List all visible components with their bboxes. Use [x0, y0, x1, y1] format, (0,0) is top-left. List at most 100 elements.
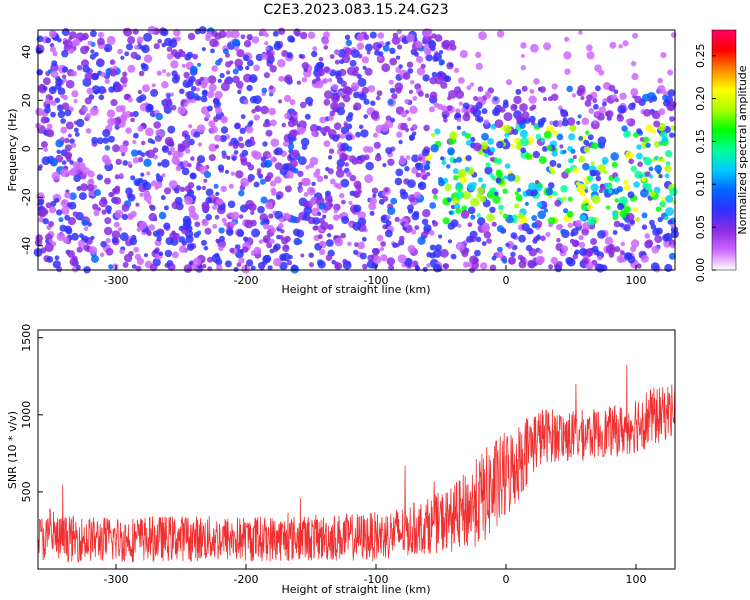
heatmap-cell [201, 90, 209, 97]
heatmap-cell [390, 197, 398, 205]
heatmap-cell [137, 157, 144, 163]
heatmap-cell [212, 204, 218, 210]
heatmap-cell [581, 257, 589, 265]
heatmap-cell [402, 72, 411, 80]
heatmap-cell [572, 155, 577, 159]
heatmap-cell [219, 235, 225, 242]
heatmap-cell [572, 167, 580, 174]
heatmap-cell [453, 175, 459, 181]
heatmap-cell [538, 156, 547, 164]
heatmap-cell [315, 76, 321, 82]
heatmap-cell [218, 30, 227, 39]
heatmap-cell [658, 108, 666, 116]
heatmap-cell [135, 202, 140, 207]
heatmap-cell [670, 243, 675, 249]
heatmap-cell [151, 180, 158, 187]
heatmap-cell [132, 157, 139, 164]
heatmap-cell [623, 224, 631, 232]
heatmap-cell [143, 190, 151, 198]
heatmap-cell [154, 185, 159, 190]
heatmap-cell [358, 124, 364, 130]
heatmap-cell [473, 96, 478, 101]
heatmap-cell [556, 265, 562, 271]
heatmap-cell [345, 134, 353, 141]
heatmap-cell [48, 221, 55, 227]
heatmap-cell [74, 132, 80, 137]
colorbar-tick-label: 0.05 [694, 215, 707, 240]
heatmap-cell [660, 196, 667, 202]
heatmap-cell [461, 205, 468, 212]
heatmap-cell [249, 120, 254, 125]
heatmap-cell [239, 127, 246, 134]
heatmap-cell [156, 236, 162, 242]
heatmap-cell [235, 170, 244, 179]
heatmap-cell [650, 224, 657, 230]
heatmap-cell [518, 260, 527, 269]
heatmap-cell [429, 91, 438, 99]
heatmap-cell [161, 173, 166, 178]
heatmap-cell [663, 99, 671, 107]
heatmap-cell [140, 62, 147, 69]
heatmap-cell [598, 69, 605, 76]
heatmap-cell [556, 133, 564, 141]
heatmap-cell [470, 136, 476, 142]
heatmap-cell [115, 158, 122, 166]
heatmap-cell [277, 58, 286, 68]
heatmap-cell [665, 207, 674, 216]
heatmap-cell [64, 191, 71, 199]
heatmap-cell [245, 65, 250, 71]
heatmap-cell [551, 93, 559, 102]
heatmap-cell [389, 47, 396, 54]
heatmap-cell [581, 117, 590, 126]
heatmap-cell [64, 225, 72, 234]
heatmap-cell [363, 98, 370, 105]
heatmap-cell [48, 205, 57, 214]
colorbar-tick-label: 0.00 [694, 258, 707, 283]
heatmap-cell [190, 85, 197, 92]
heatmap-cell [350, 82, 360, 91]
heatmap-cell [475, 236, 482, 243]
heatmap-cell [203, 245, 209, 251]
heatmap-cell [546, 145, 553, 151]
heatmap-cell [572, 253, 579, 260]
heatmap-cell [447, 147, 455, 156]
heatmap-cell [657, 216, 663, 223]
heatmap-cell [361, 236, 367, 242]
heatmap-cell [257, 205, 265, 214]
heatmap-cell [160, 195, 166, 201]
heatmap-cell [318, 217, 325, 224]
heatmap-cell [421, 148, 430, 157]
heatmap-cell [265, 129, 273, 137]
heatmap-cell [43, 147, 49, 152]
heatmap-cell [643, 136, 650, 143]
heatmap-cell [425, 160, 431, 166]
heatmap-cell [374, 154, 382, 162]
heatmap-cell [281, 237, 289, 245]
heatmap-cell [127, 193, 136, 202]
heatmap-cell [335, 70, 342, 77]
heatmap-cell [62, 94, 68, 101]
heatmap-cell [231, 156, 237, 161]
heatmap-cell [49, 158, 59, 167]
heatmap-cell [516, 187, 522, 193]
heatmap-cell [333, 203, 341, 211]
heatmap-cell [418, 182, 424, 188]
heatmap-cell [519, 129, 529, 138]
heatmap-cell [421, 218, 429, 225]
heatmap-cell [406, 61, 414, 68]
heatmap-cell [586, 51, 595, 60]
heatmap-cell [256, 168, 262, 174]
heatmap-cell [455, 182, 463, 189]
heatmap-cell [196, 185, 202, 191]
heatmap-cell [86, 87, 94, 95]
heatmap-cell [166, 72, 171, 77]
heatmap-cell [536, 201, 543, 208]
heatmap-cell [388, 99, 394, 105]
heatmap-cell [61, 50, 69, 58]
heatmap-cell [373, 132, 379, 138]
heatmap-cell [633, 132, 639, 138]
heatmap-cell [503, 138, 508, 143]
heatmap-cell [186, 243, 195, 251]
heatmap-cell [306, 186, 316, 196]
heatmap-cell [212, 98, 220, 105]
